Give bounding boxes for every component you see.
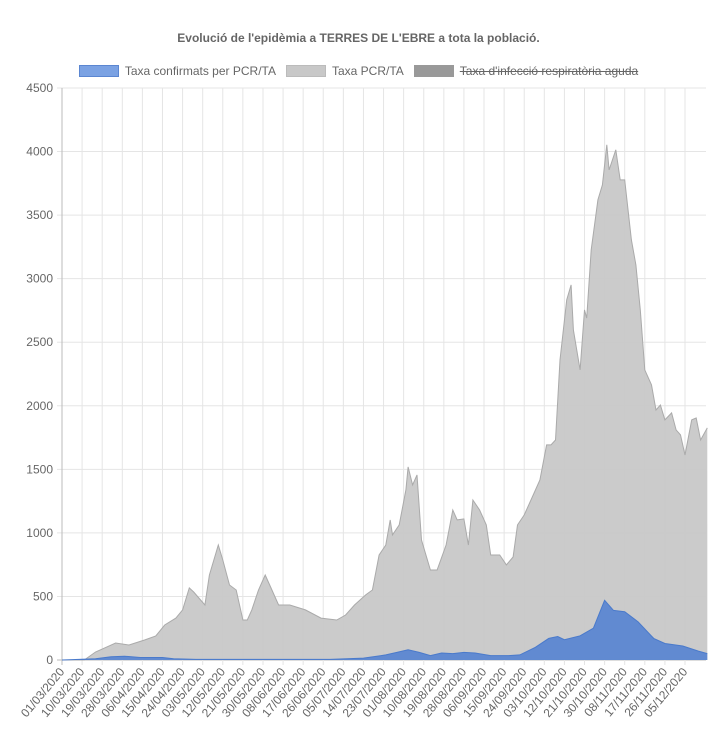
series-area-0 xyxy=(62,600,708,660)
series-line-1 xyxy=(62,144,708,661)
y-tick-label: 1500 xyxy=(26,462,53,476)
y-tick-label: 500 xyxy=(33,589,53,603)
legend: Taxa confirmats per PCR/TA Taxa PCR/TA T… xyxy=(0,64,717,78)
y-tick-label: 2000 xyxy=(26,399,53,413)
legend-label: Taxa d'infecció respiratòria aguda xyxy=(459,64,639,78)
series-area-1 xyxy=(62,144,708,661)
y-tick-label: 3000 xyxy=(26,272,53,286)
legend-item-ira[interactable]: Taxa d'infecció respiratòria aguda xyxy=(413,64,639,78)
legend-item-pcr[interactable]: Taxa PCR/TA xyxy=(285,64,404,78)
y-tick-label: 1000 xyxy=(26,526,53,540)
chart-title: Evolució de l'epidèmia a TERRES DE L'EBR… xyxy=(177,31,540,45)
y-tick-label: 2500 xyxy=(26,335,53,349)
y-tick-label: 0 xyxy=(46,653,53,667)
legend-swatch xyxy=(285,65,326,77)
legend-label: Taxa confirmats per PCR/TA xyxy=(124,64,276,78)
y-tick-label: 4500 xyxy=(26,81,53,95)
legend-swatch xyxy=(413,65,454,77)
legend-item-confirmats[interactable]: Taxa confirmats per PCR/TA xyxy=(78,64,276,78)
y-tick-label: 3500 xyxy=(26,208,53,222)
legend-swatch xyxy=(78,65,119,77)
legend-label: Taxa PCR/TA xyxy=(331,64,404,78)
series-line-0 xyxy=(61,599,708,661)
y-tick-label: 4000 xyxy=(26,145,53,159)
